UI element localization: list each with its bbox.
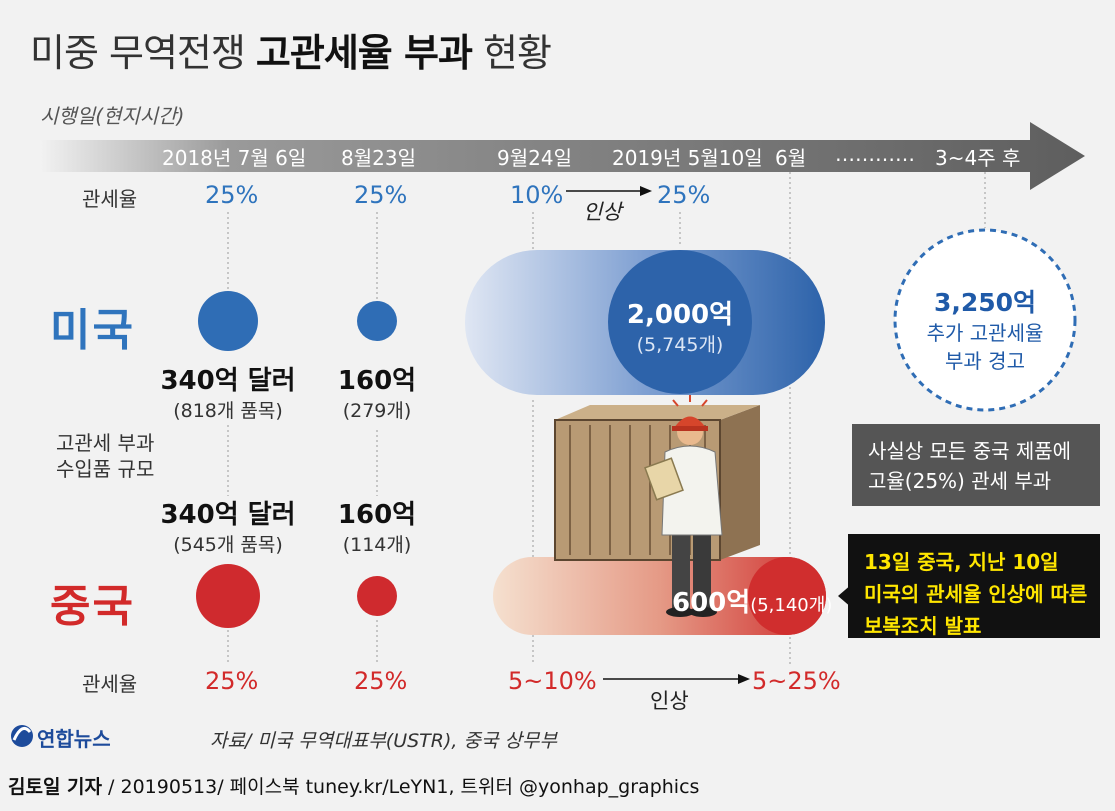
china-note-line1: 13일 중국, 지난 10일 [864, 550, 1059, 574]
yonhap-logo-text: 연합뉴스 [37, 727, 111, 751]
us-bubble-aug [357, 301, 397, 341]
china-rate-jun: 5~25% [752, 667, 841, 695]
china-rate-sep: 5~10% [508, 667, 597, 695]
us-tariff-label: 관세율 [82, 187, 138, 211]
us-raise-label: 인상 [583, 200, 622, 224]
us-amount-may: 2,000억 [626, 300, 734, 330]
us-note-box: 사실상 모든 중국 제품에 고율(25%) 관세 부과 [852, 428, 1087, 504]
china-raise-arrow [603, 674, 750, 684]
date-sep-24: 9월24일 [497, 146, 572, 170]
us-rate-may: 25% [657, 181, 711, 209]
china-note-line3: 보복조치 발표 [864, 614, 982, 638]
date-3-4-weeks-later: 3~4주 후 [935, 146, 1021, 170]
china-amount-aug: 160억 [337, 500, 417, 530]
us-warning-line2: 추가 고관세율 [926, 321, 1044, 345]
us-count-jul: (818개 품목) [173, 400, 283, 422]
china-note-box-shape [838, 534, 1100, 638]
container-illustration [554, 405, 760, 561]
date-2018-jul-6: 2018년 7월 6일 [162, 146, 307, 170]
footer-author: 김토일 기자 [8, 776, 103, 798]
china-note-box: 13일 중국, 지난 10일 미국의 관세율 인상에 따른 보복조치 발표 [848, 538, 1103, 650]
timeline-arrow [40, 122, 1085, 190]
us-warning-line3: 부과 경고 [945, 349, 1025, 373]
us-amount-jul: 340억 달러 [160, 366, 296, 396]
page-title: 미중 무역전쟁 고관세율 부과 현황 [30, 31, 552, 75]
us-note-line1: 사실상 모든 중국 제품에 [868, 439, 1072, 463]
date-2019-may-10: 2019년 5월10일 [612, 146, 763, 170]
us-warning-circle [893, 228, 1077, 412]
source-text: 자료/ 미국 무역대표부(USTR), 중국 상무부 [210, 730, 557, 752]
date-ellipsis: ………… [835, 142, 915, 166]
china-raise-label: 인상 [650, 689, 689, 713]
us-country-label: 미국 [50, 305, 135, 356]
china-country-label: 중국 [50, 581, 135, 632]
china-count-aug: (114개) [342, 534, 412, 556]
footer-rest: / 20190513/ 페이스북 tuney.kr/LeYN1, 트위터 @yo… [102, 776, 700, 798]
worker-illustration [644, 395, 723, 617]
us-rate-sep: 10% [510, 181, 564, 209]
yonhap-logo-mark [11, 725, 33, 747]
us-amount-aug: 160억 [337, 366, 417, 396]
us-count-may: (5,745개) [636, 334, 724, 356]
date-aug-23: 8월23일 [341, 146, 416, 170]
timeline-label: 시행일(현지시간) [40, 104, 185, 128]
china-amount-jun: 600억 [672, 588, 751, 618]
china-bubble-jul [196, 564, 260, 628]
date-jun: 6월 [775, 146, 807, 170]
china-bubble-aug [357, 576, 397, 616]
china-amount-jun-group: 600억(5,140개) [672, 582, 832, 619]
us-bubble-jul [198, 291, 258, 351]
china-count-jun: (5,140개) [750, 595, 833, 616]
china-note-line2: 미국의 관세율 인상에 따른 [864, 582, 1088, 606]
china-rate-aug: 25% [354, 667, 408, 695]
import-scale-line2: 수입품 규모 [56, 457, 155, 481]
footer-credit: 김토일 기자 / 20190513/ 페이스북 tuney.kr/LeYN1, … [8, 772, 699, 799]
china-bubble-jun [493, 557, 826, 635]
us-raise-arrow [566, 186, 652, 196]
us-bubble-may [465, 250, 825, 395]
us-rate-jul: 25% [205, 181, 259, 209]
china-count-jul: (545개 품목) [173, 534, 283, 556]
import-scale-line1: 고관세 부과 [56, 431, 155, 455]
us-warning-text: 3,250억 추가 고관세율 부과 경고 [905, 283, 1065, 375]
china-rate-jul: 25% [205, 667, 259, 695]
import-scale-label: 고관세 부과 수입품 규모 [56, 430, 154, 482]
us-note-line2: 고율(25%) 관세 부과 [868, 469, 1052, 493]
us-count-aug: (279개) [342, 400, 412, 422]
us-warning-amount: 3,250억 [933, 288, 1037, 317]
us-note-box-shape [852, 424, 1100, 506]
china-amount-jul: 340억 달러 [160, 500, 296, 530]
us-rate-aug: 25% [354, 181, 408, 209]
china-tariff-label: 관세율 [82, 672, 138, 696]
